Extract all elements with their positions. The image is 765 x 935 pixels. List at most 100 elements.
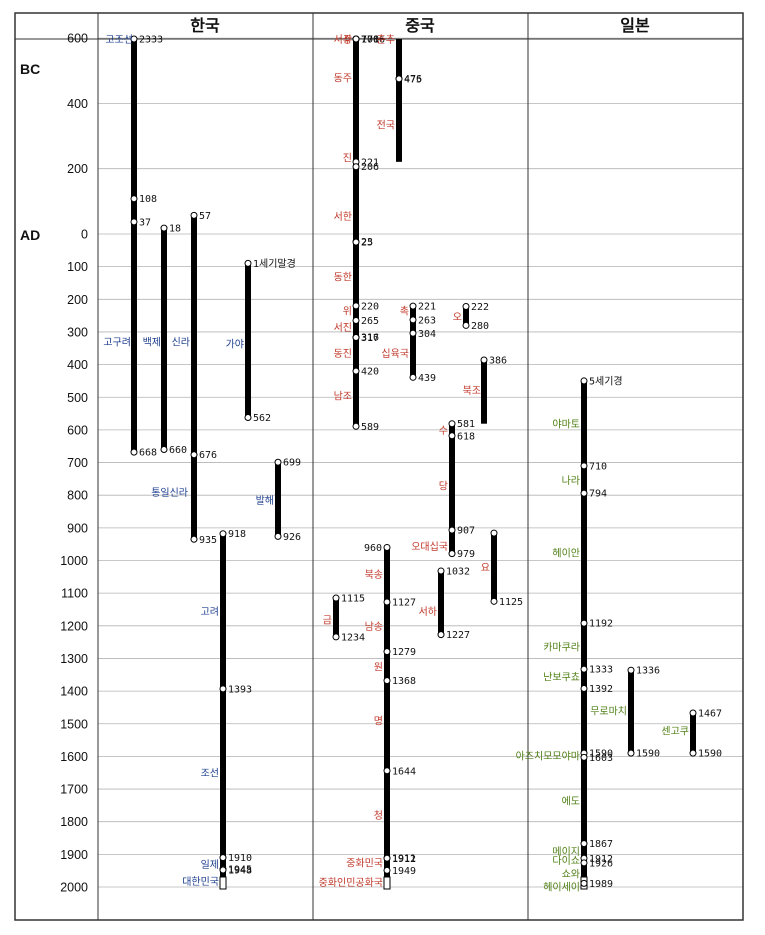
- year-marker: [580, 840, 588, 848]
- dynasty-label-china: 북송: [365, 569, 383, 581]
- dynasty-bar-china: 1032 1227: [437, 566, 470, 641]
- year-label: 1115: [341, 594, 365, 605]
- year-label: 676: [199, 450, 217, 461]
- y-tick-label: 2000: [60, 881, 88, 895]
- year-marker: [580, 377, 588, 385]
- grid-lines: [98, 37, 743, 888]
- dynasty-label-japan: 쇼와: [562, 868, 580, 880]
- year-marker: [190, 451, 198, 459]
- y-tick-label: 1300: [60, 652, 88, 666]
- dynasty-label-japan: 야마토: [552, 418, 580, 430]
- dynasty-label-china: 십육국: [381, 348, 409, 360]
- year-label: 1234: [341, 632, 365, 643]
- year-label: 386: [489, 356, 507, 367]
- header-korea: 한국: [190, 16, 220, 35]
- dynasty-label-china: 오대십국: [411, 541, 448, 553]
- timeline-bar: [396, 39, 402, 162]
- year-label: 1867: [589, 839, 613, 850]
- year-label: 960: [364, 543, 382, 554]
- year-label: 1912: [392, 854, 416, 865]
- column-headers: 한국 중국 일본: [190, 16, 650, 35]
- header-japan: 일본: [620, 16, 650, 35]
- dynasty-bar-korea: 18 660: [160, 224, 187, 456]
- year-label: 316: [361, 333, 379, 344]
- year-marker: [274, 532, 282, 540]
- year-label: 221: [361, 157, 379, 168]
- dynasty-label-korea: 일제: [201, 859, 219, 871]
- dynasty-label-china: 원: [374, 662, 383, 674]
- dynasty-label-japan: 다이쇼: [552, 855, 580, 867]
- y-tick-label: 200: [67, 293, 88, 307]
- year-label: 660: [169, 445, 187, 456]
- year-label: 220: [361, 301, 379, 312]
- year-marker: [448, 420, 456, 428]
- year-label: 1989: [589, 879, 613, 890]
- y-tick-label: 1200: [60, 619, 88, 633]
- year-label: 1590: [636, 749, 660, 760]
- year-label: 562: [253, 413, 271, 424]
- y-tick-label: 1100: [61, 587, 88, 601]
- y-tick-label: 300: [67, 325, 88, 339]
- year-label: 1590: [698, 749, 722, 760]
- dynasty-label-china: 명: [374, 715, 383, 727]
- year-marker: [383, 866, 391, 874]
- year-marker: [383, 648, 391, 656]
- year-label: 439: [418, 373, 436, 384]
- year-label: 108: [139, 194, 157, 205]
- timeline-bar: [438, 570, 444, 635]
- year-marker: [627, 749, 635, 757]
- year-axis: 1000800600400200010020030040050060070080…: [60, 32, 88, 895]
- year-label: 476: [404, 74, 422, 85]
- year-label: 1279: [392, 647, 416, 658]
- dynasty-label-china: 당: [439, 480, 448, 492]
- era-ad-label: AD: [20, 227, 40, 243]
- timeline-bar: [628, 670, 634, 754]
- year-label: 2333: [139, 35, 163, 46]
- dynasty-label-korea: 통일신라: [151, 487, 188, 499]
- dynasty-label-china: 서하: [419, 605, 437, 618]
- year-label: 1227: [446, 630, 470, 641]
- dynasty-label-japan: 헤이세이: [543, 881, 580, 893]
- dynasty-label-korea: 대한민국: [182, 876, 219, 888]
- year-label: 618: [457, 431, 475, 442]
- year-label: 23: [361, 237, 373, 248]
- dynasty-bar-korea: 2333 108 37 668: [130, 35, 163, 459]
- continuation-marker: [383, 876, 391, 890]
- year-label: 699: [283, 458, 301, 469]
- year-marker: [490, 529, 498, 537]
- dynasty-label-china: 동진: [334, 348, 352, 360]
- year-marker: [580, 489, 588, 497]
- dynasty-label-china: 금: [323, 614, 332, 626]
- year-marker: [332, 633, 340, 641]
- year-marker: [409, 329, 417, 337]
- dynasty-label-china: 남조: [334, 391, 352, 403]
- dynasty-label-japan: 난보쿠쵸: [543, 671, 580, 683]
- year-marker: [219, 530, 227, 538]
- dynasty-label-china: 위: [343, 305, 352, 318]
- y-tick-label: 1400: [60, 685, 88, 699]
- year-label: 581: [457, 419, 475, 430]
- year-marker: [689, 709, 697, 717]
- timeline-bar: [333, 598, 339, 637]
- year-label: 1603: [589, 753, 613, 764]
- dynasty-bar-korea: 1세기말경 562: [244, 257, 296, 424]
- year-label: 1911: [392, 853, 416, 864]
- year-label: 37: [139, 217, 151, 228]
- dynasty-label-japan: 에도: [562, 795, 580, 807]
- year-label: 589: [361, 422, 379, 433]
- dynasty-label-japan: 카마쿠라: [543, 641, 580, 653]
- year-marker: [580, 859, 588, 867]
- timeline-bar: [353, 39, 359, 427]
- year-marker: [274, 458, 282, 466]
- year-label: 710: [589, 461, 607, 472]
- dynasty-label-china: 전국: [377, 120, 395, 132]
- year-label: 1368: [392, 676, 416, 687]
- y-tick-label: 1900: [60, 848, 88, 862]
- year-label: 25: [361, 238, 373, 249]
- year-marker: [352, 163, 360, 171]
- dynasty-label-korea: 신라: [172, 337, 190, 349]
- y-tick-label: 400: [67, 97, 88, 111]
- year-label: 1590: [589, 749, 613, 760]
- year-marker: [383, 677, 391, 685]
- year-marker: [190, 535, 198, 543]
